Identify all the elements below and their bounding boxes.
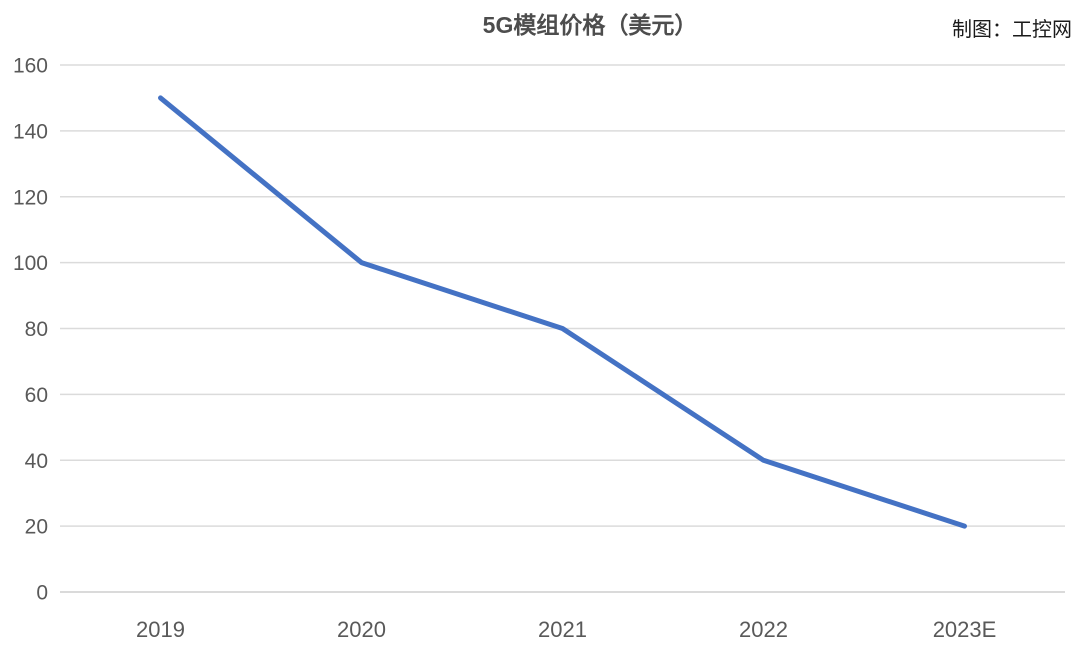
x-axis-tick-label: 2023E	[933, 617, 997, 642]
y-axis-tick-label: 120	[13, 186, 48, 209]
price-line-series	[158, 95, 967, 529]
x-axis-tick-label: 2020	[337, 617, 386, 642]
y-axis-tick-label: 140	[13, 120, 48, 143]
y-axis-tick-label: 0	[36, 582, 48, 605]
x-axis-tick-label: 2022	[739, 617, 788, 642]
x-axis-tick-label: 2019	[136, 617, 185, 642]
y-axis-tick-label: 160	[13, 55, 48, 78]
y-axis-tick-label: 40	[25, 450, 48, 473]
chart-title: 5G模组价格（美元）	[482, 12, 698, 38]
x-axis-tick-label: 2021	[538, 617, 587, 642]
y-axis-tick-label: 100	[13, 252, 48, 275]
y-axis-tick-label: 20	[25, 516, 48, 539]
chart-credit: 制图：工控网	[952, 19, 1072, 41]
y-axis-tick-label: 80	[25, 318, 48, 341]
y-axis-tick-label: 60	[25, 384, 48, 407]
